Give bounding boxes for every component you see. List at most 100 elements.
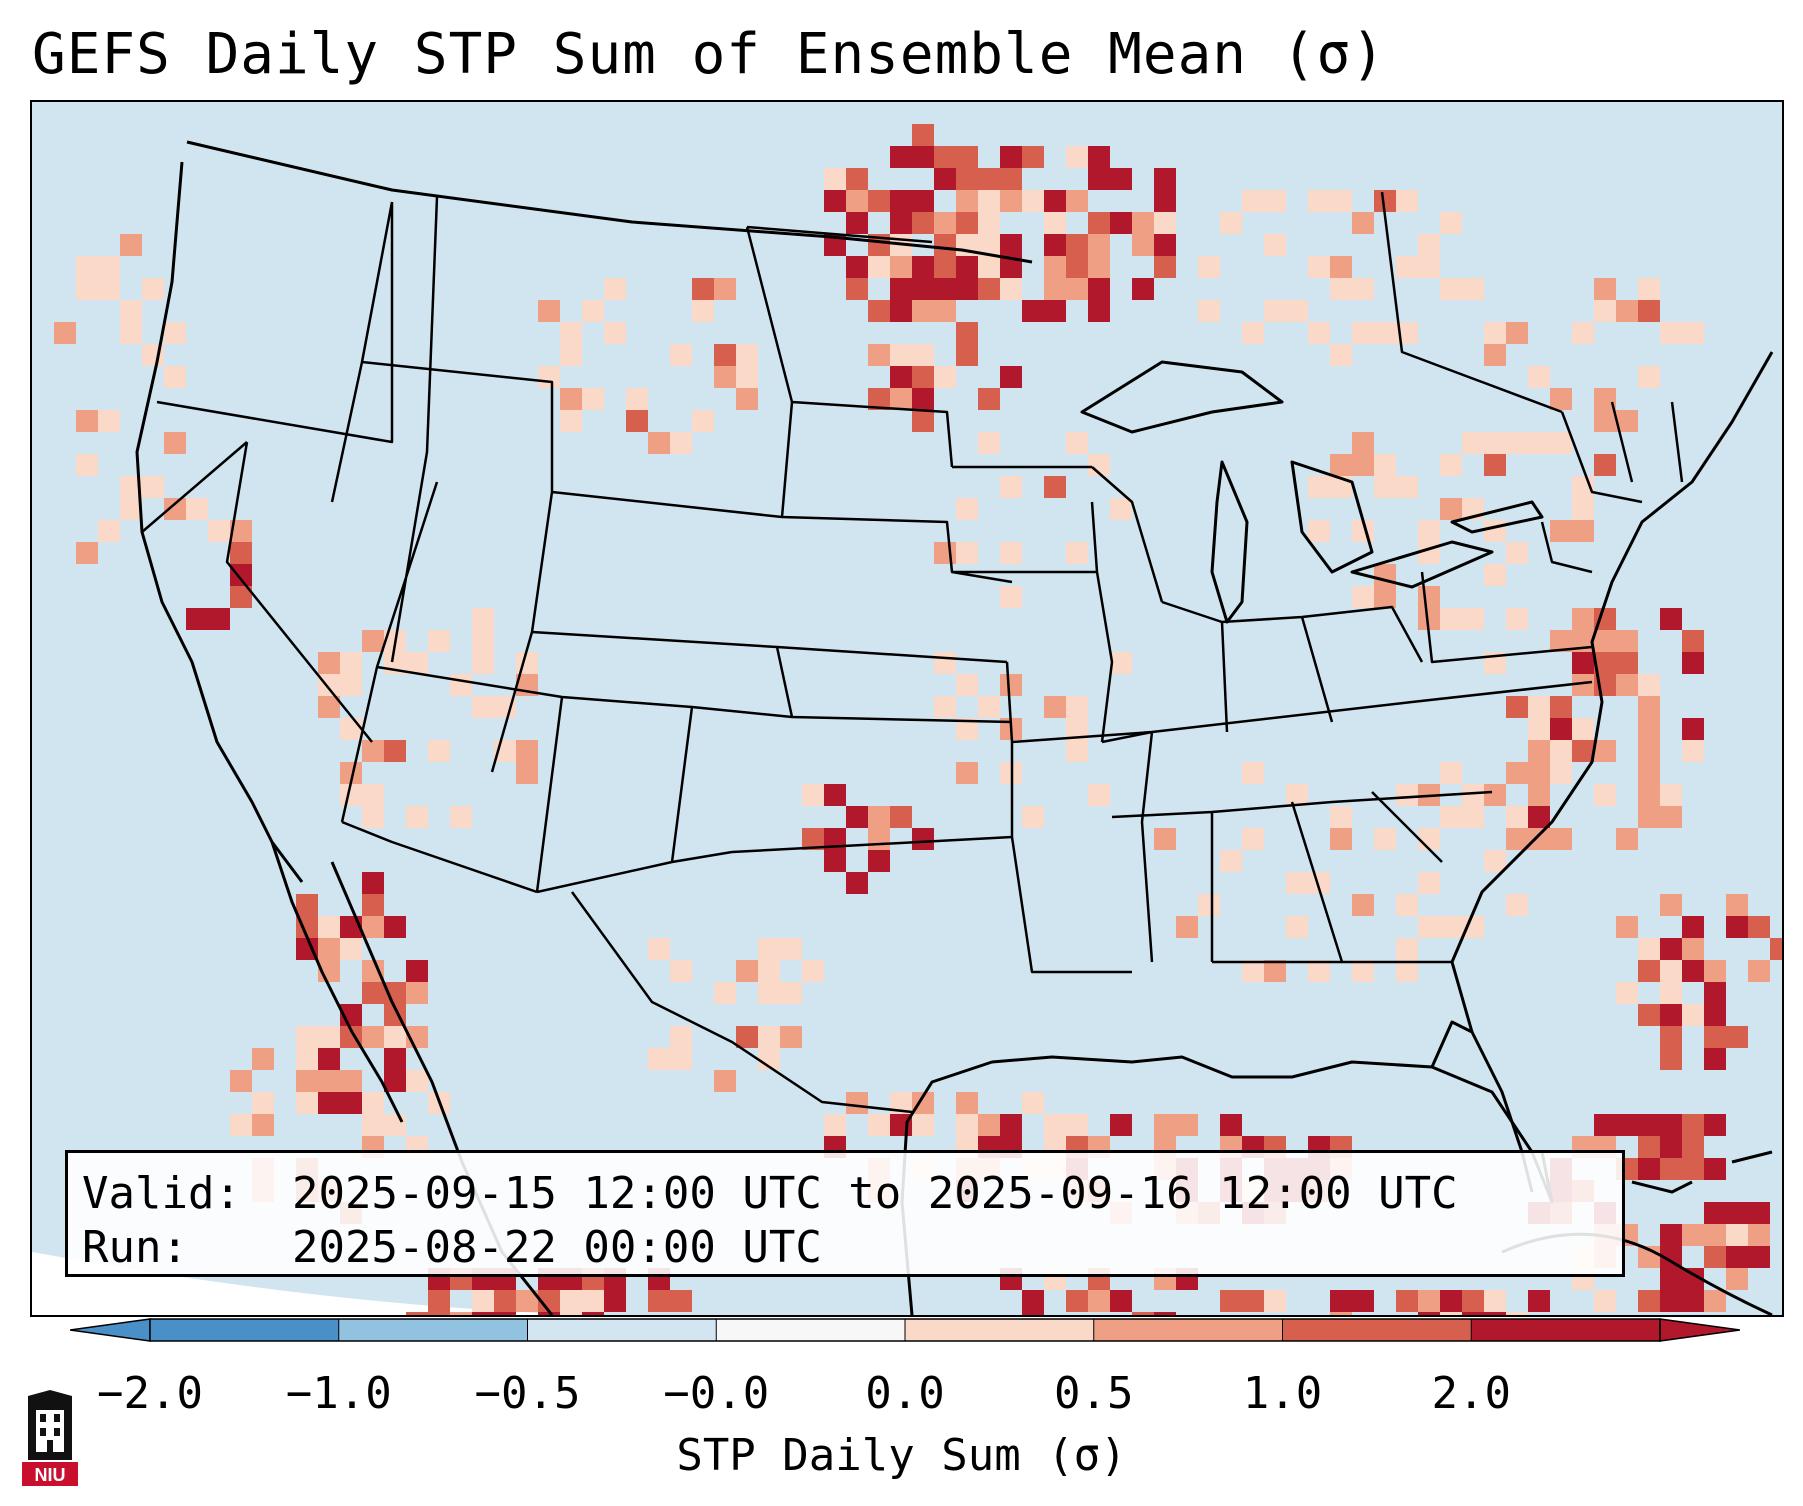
anomaly-cell [648, 938, 670, 960]
east-coast [1450, 351, 1774, 1033]
anomaly-cell [1088, 234, 1110, 256]
anomaly-cell [1462, 916, 1484, 938]
anomaly-cell [1462, 432, 1484, 454]
anomaly-cell [1308, 256, 1330, 278]
anomaly-cell [1550, 388, 1572, 410]
anomaly-cell [1506, 542, 1528, 564]
anomaly-cell [1638, 718, 1660, 740]
anomaly-cell [1088, 278, 1110, 300]
anomaly-cell [1682, 652, 1704, 674]
anomaly-cell [296, 938, 318, 960]
anomaly-cell [890, 300, 912, 322]
anomaly-cell [1484, 564, 1506, 586]
anomaly-cell [76, 410, 98, 432]
anomaly-cell [340, 674, 362, 696]
anomaly-cell [1748, 1224, 1770, 1246]
lake-ontario [1450, 500, 1544, 534]
anomaly-cell [978, 388, 1000, 410]
anomaly-cell [362, 960, 384, 982]
anomaly-cell [76, 278, 98, 300]
anomaly-cell [1550, 762, 1572, 784]
anomaly-cell [1638, 1290, 1660, 1312]
anomaly-cell [912, 410, 934, 432]
anomaly-cell [934, 256, 956, 278]
anomaly-cell [1374, 828, 1396, 850]
anomaly-cell [1330, 828, 1352, 850]
anomaly-cell [1704, 1114, 1726, 1136]
anomaly-cell [362, 872, 384, 894]
anomaly-cell [956, 146, 978, 168]
anomaly-cell [1594, 388, 1616, 410]
anomaly-cell [890, 1092, 912, 1114]
anomaly-cell [1308, 476, 1330, 498]
anomaly-cell [824, 828, 846, 850]
anomaly-cell [934, 652, 956, 674]
anomaly-cell [1440, 1290, 1462, 1312]
anomaly-cell [824, 168, 846, 190]
anomaly-cell [758, 1026, 780, 1048]
anomaly-cell [318, 938, 340, 960]
anomaly-cell [340, 938, 362, 960]
anomaly-cell [670, 1026, 692, 1048]
anomaly-cell [1352, 454, 1374, 476]
anomaly-cell [1726, 1202, 1748, 1224]
anomaly-cell [494, 696, 516, 718]
anomaly-cell [1022, 300, 1044, 322]
anomaly-cell [1088, 212, 1110, 234]
anomaly-cell [1154, 828, 1176, 850]
anomaly-cell [230, 542, 252, 564]
colorbar-tick-label: 0.5 [1054, 1368, 1134, 1419]
anomaly-cell [1242, 1290, 1264, 1312]
anomaly-cell [890, 146, 912, 168]
anomaly-cell [1440, 608, 1462, 630]
anomaly-cell [1462, 1290, 1484, 1312]
anomaly-cell [1682, 1158, 1704, 1180]
anomaly-cell [406, 652, 428, 674]
anomaly-cell [384, 1026, 406, 1048]
anomaly-cell [1396, 894, 1418, 916]
anomaly-cell [1352, 432, 1374, 454]
anomaly-cell [296, 1048, 318, 1070]
anomaly-cell [978, 234, 1000, 256]
anomaly-cell [1616, 300, 1638, 322]
anomaly-cell [1286, 872, 1308, 894]
anomaly-cell [1462, 806, 1484, 828]
anomaly-cell [1220, 1290, 1242, 1312]
anomaly-cell [186, 608, 208, 630]
anomaly-cell [1550, 630, 1572, 652]
anomaly-cell [846, 1092, 868, 1114]
anomaly-cell [1330, 806, 1352, 828]
anomaly-cell [1000, 278, 1022, 300]
anomaly-cell [230, 1070, 252, 1092]
anomaly-cell [648, 1290, 670, 1312]
anomaly-cell [1638, 762, 1660, 784]
anomaly-cell [1638, 674, 1660, 696]
us-canada-border [186, 140, 1033, 264]
anomaly-cell [1242, 322, 1264, 344]
anomaly-cell [1396, 256, 1418, 278]
anomaly-cell [1418, 256, 1440, 278]
anomaly-cell [1660, 1048, 1682, 1070]
anomaly-cell [846, 212, 868, 234]
anomaly-cell [1198, 894, 1220, 916]
anomaly-cell [1000, 1114, 1022, 1136]
anomaly-cell [76, 542, 98, 564]
anomaly-cell [1528, 366, 1550, 388]
anomaly-cell [1044, 256, 1066, 278]
anomaly-cell [1418, 520, 1440, 542]
colorbar [70, 1318, 1740, 1342]
anomaly-cell [1440, 1312, 1462, 1315]
anomaly-cell [1660, 784, 1682, 806]
anomaly-cell [1638, 696, 1660, 718]
anomaly-cell [1044, 696, 1066, 718]
anomaly-cell [1088, 146, 1110, 168]
anomaly-cell [1066, 256, 1088, 278]
anomaly-cell [1704, 1246, 1726, 1268]
anomaly-cell [912, 366, 934, 388]
anomaly-cell [736, 344, 758, 366]
anomaly-cell [1110, 168, 1132, 190]
anomaly-cell [912, 1092, 934, 1114]
colorbar-segment [1471, 1319, 1661, 1341]
anomaly-cell [230, 564, 252, 586]
anomaly-cell [362, 916, 384, 938]
